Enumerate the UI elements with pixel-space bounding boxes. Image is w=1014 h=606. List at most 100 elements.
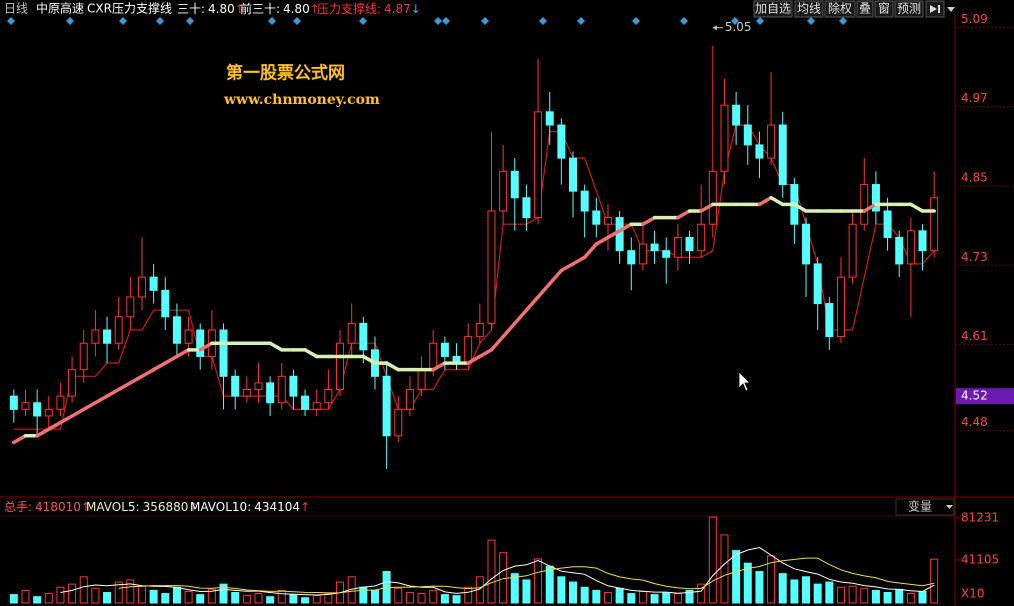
volume-legend-value: 356880: [143, 500, 189, 514]
play-icon: [930, 5, 937, 13]
volume-bar: [557, 576, 566, 604]
candle-body: [347, 322, 356, 344]
volume-bar: [370, 589, 379, 604]
volume-bar: [825, 581, 834, 604]
ma-segment: [303, 348, 319, 359]
candle-body: [545, 111, 554, 126]
indicator-legend: 三十: 4.80↑: [177, 2, 245, 16]
high-label: 5.05: [725, 20, 752, 34]
volume-bar: [638, 590, 647, 604]
indicator-name: 三十:: [177, 2, 205, 16]
toolbar-button[interactable]: [874, 0, 894, 18]
candle-body: [557, 124, 566, 159]
candle-body: [9, 395, 18, 410]
volume-bar: [767, 555, 776, 604]
candle-body: [242, 389, 251, 397]
ma-segment: [536, 281, 552, 299]
volume-bar: [569, 581, 578, 604]
toolbar-button[interactable]: [794, 0, 824, 18]
mouse-cursor: [738, 371, 751, 392]
volume-tick-label: 41105: [961, 552, 999, 566]
candle-body: [21, 402, 30, 410]
volume-bar: [860, 587, 869, 604]
ma-segment: [769, 196, 785, 207]
ma-segment: [198, 341, 214, 352]
volume-bar: [219, 583, 228, 604]
ma-segment: [431, 361, 447, 372]
ma-segment: [93, 394, 109, 405]
selector-box[interactable]: [895, 498, 955, 516]
candle-body: [895, 236, 904, 265]
toolbar-button[interactable]: [894, 0, 924, 18]
candle-body: [697, 223, 706, 252]
indicator-value: 4.87: [384, 2, 411, 16]
candle-body: [906, 230, 915, 265]
volume-bar: [9, 594, 18, 604]
candle-body: [627, 250, 636, 265]
volume-bar: [394, 587, 403, 604]
volume-bar: [324, 593, 333, 604]
volume-bar: [720, 534, 729, 604]
ma-segment: [524, 295, 540, 312]
selector[interactable]: 变量: [895, 498, 955, 516]
volume-bar: [930, 558, 939, 604]
toolbar-button-label[interactable]: 窗: [878, 2, 890, 16]
candle-body: [289, 375, 298, 397]
ma-segment: [175, 348, 191, 359]
indicator-value: 4.80: [283, 2, 310, 16]
volume-legend: 总手: 418010↑: [4, 500, 91, 514]
volume-bar: [790, 579, 799, 604]
volume-bar: [871, 589, 880, 604]
toolbar-icons: [925, 0, 955, 18]
selector-label[interactable]: 变量: [908, 499, 932, 514]
ma-segment: [361, 354, 377, 365]
ma-segment: [268, 341, 284, 352]
ma-segment: [128, 374, 144, 385]
signal-marker: [268, 17, 276, 25]
toolbar-button-label[interactable]: 均线: [797, 2, 821, 16]
candle-body: [266, 382, 275, 404]
indicator-legend: 压力支撑线: 4.87↓: [317, 1, 421, 16]
candle-body: [56, 395, 65, 410]
indicator-value: 4.80: [208, 2, 235, 16]
indicator-arrow: ↑: [235, 2, 245, 16]
toolbar-button-label[interactable]: 加自选: [755, 2, 791, 16]
volume-bar: [580, 586, 589, 604]
toolbar-button-label[interactable]: 除权: [828, 1, 852, 16]
dropdown-icon[interactable]: [947, 7, 955, 12]
volume-bar: [452, 595, 461, 604]
candle-body: [860, 184, 869, 225]
ma-segment: [81, 400, 98, 412]
volume-bar: [44, 593, 53, 604]
watermark-title: 第一股票公式网: [226, 63, 345, 84]
toolbar-button[interactable]: [856, 0, 874, 18]
candle-body: [464, 336, 473, 364]
signal-marker: [839, 17, 847, 25]
period[interactable]: 日线: [4, 2, 28, 16]
toolbar-button[interactable]: [824, 0, 856, 18]
toolbar-button[interactable]: [753, 0, 793, 18]
candle-body: [312, 402, 321, 410]
selector-arrow[interactable]: [946, 505, 953, 509]
toolbar-button-label[interactable]: 叠: [859, 2, 871, 16]
signal-marker: [66, 17, 74, 25]
candle-body: [44, 408, 53, 417]
signal-marker: [680, 17, 688, 25]
candle-body: [592, 210, 601, 225]
candle-body: [802, 223, 811, 265]
volume-bar: [161, 593, 170, 604]
signal-marker: [119, 17, 127, 25]
candle-body: [638, 243, 647, 265]
candle-body: [930, 197, 939, 252]
volume-bar: [673, 593, 682, 604]
indicator-name: 压力支撑线:: [317, 1, 381, 16]
ma-segment: [571, 255, 587, 266]
volume-bar: [522, 579, 531, 604]
candle-body: [475, 322, 484, 338]
candle-body: [650, 243, 659, 252]
volume-bar: [802, 576, 811, 604]
candle-body: [848, 223, 857, 278]
toolbar-button-label[interactable]: 预测: [897, 2, 921, 16]
volume-bar: [743, 562, 752, 604]
